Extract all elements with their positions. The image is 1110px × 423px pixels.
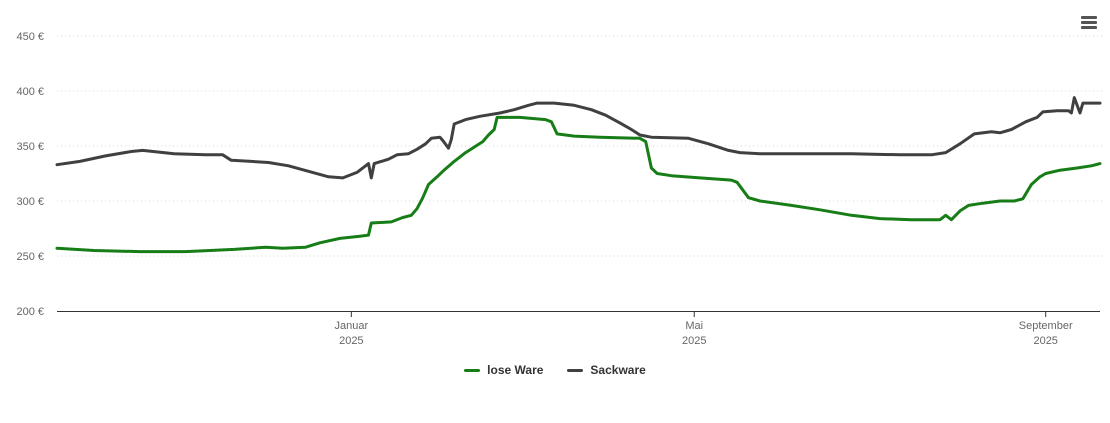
x-axis-label-month: September [1019,320,1073,332]
hamburger-bar [1081,15,1097,19]
legend-marker-sackware-icon [567,368,584,372]
legend-marker-lose-ware-icon [464,368,481,372]
x-axis-label-month: Januar [335,320,369,332]
x-axis-label-year: 2025 [682,335,706,347]
series-line-lose-ware[interactable] [55,115,1102,254]
hamburger-bar [1081,20,1097,24]
y-axis-label: 400 € [16,86,44,98]
x-axis-label-month: Mai [685,320,703,332]
legend-label-sackware: Sackware [590,363,646,377]
y-axis-label: 450 € [16,31,44,43]
chart-legend: lose Ware Sackware [0,363,1110,377]
chart-context-menu-button[interactable] [1078,12,1100,32]
y-axis-label: 250 € [16,251,44,263]
hamburger-bar [1081,25,1097,29]
legend-item-sackware[interactable]: Sackware [567,363,646,377]
x-axis-label-year: 2025 [339,335,363,347]
y-axis-label: 200 € [16,306,44,318]
legend-label-lose-ware: lose Ware [487,363,544,377]
y-axis-label: 300 € [16,196,44,208]
legend-item-lose-ware[interactable]: lose Ware [464,363,543,377]
series-line-sackware[interactable] [55,96,1102,180]
hamburger-menu-icon [1081,15,1097,29]
y-axis-label: 350 € [16,141,44,153]
x-axis-label-year: 2025 [1033,335,1057,347]
